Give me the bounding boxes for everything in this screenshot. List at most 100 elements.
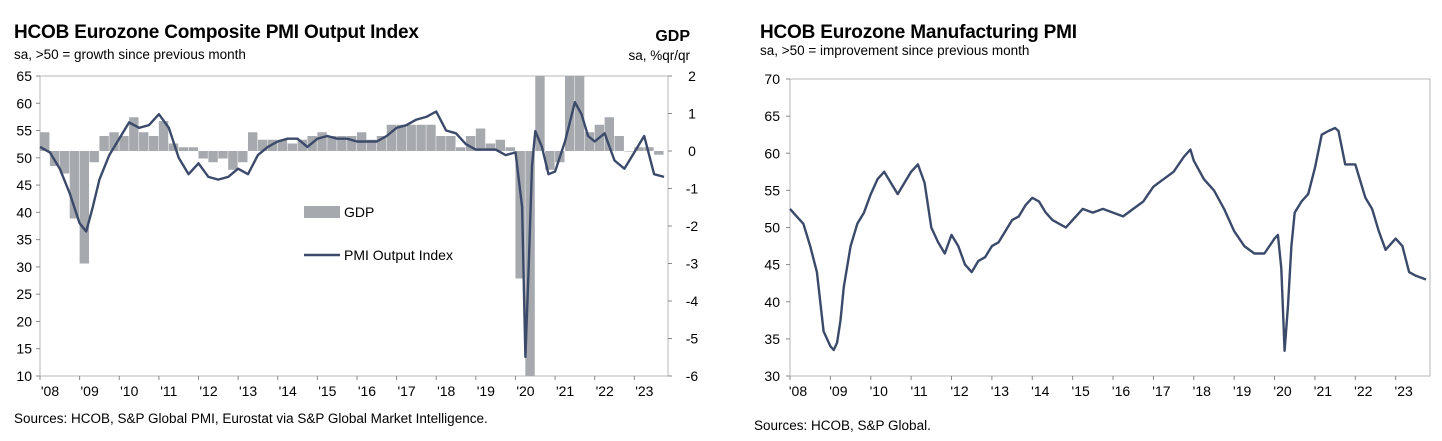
gdp-bar	[366, 139, 377, 151]
legend-gdp-swatch	[304, 206, 340, 218]
gdp-bar	[436, 136, 446, 151]
legend-gdp-label: GDP	[344, 204, 374, 220]
y-tick-label: 70	[764, 71, 780, 87]
y-left-tick-label: 35	[16, 232, 32, 248]
gdp-bar	[198, 151, 208, 159]
manufacturing-pmi-line	[789, 126, 1427, 352]
gdp-bar	[406, 124, 416, 151]
gdp-bar	[456, 147, 466, 151]
x-tick-label: '17	[1152, 383, 1170, 399]
x-tick-label: '20	[1273, 383, 1291, 399]
y-left-tick-label: 50	[16, 150, 32, 166]
gdp-bar	[59, 151, 70, 174]
x-tick-label: '10	[870, 383, 888, 399]
chart-title: HCOB Eurozone Manufacturing PMI	[760, 22, 1077, 43]
gdp-bar	[644, 147, 654, 151]
plot-frame	[789, 78, 1431, 377]
gdp-bar	[634, 147, 644, 151]
x-tick-label: '09	[829, 383, 847, 399]
x-tick-label: '10	[120, 383, 138, 399]
x-tick-label: '09	[80, 383, 98, 399]
x-tick-label: '23	[635, 383, 653, 399]
gdp-bar	[69, 151, 80, 219]
gdp-bar	[148, 136, 159, 151]
gdp-bar	[99, 136, 109, 151]
legend-pmi-label: PMI Output Index	[344, 247, 453, 263]
gdp-bar	[119, 136, 129, 151]
x-tick-label: '22	[596, 383, 614, 399]
gdp-bar	[495, 139, 506, 151]
manufacturing-pmi-chart: 30 35 40 45 50 55 60 65 70 '08 '09 '10 '11 '12 '13 '14 '…	[764, 71, 1431, 399]
y-left-tick-label: 55	[16, 123, 32, 139]
y-right-tick-label: 0	[688, 143, 696, 159]
gdp-bar	[40, 132, 50, 151]
y-tick-label: 60	[764, 145, 780, 161]
gdp-bar	[426, 124, 436, 151]
gdp-axis-title: GDP	[655, 28, 690, 45]
gdp-bar	[139, 132, 149, 151]
gdp-bar	[228, 151, 238, 170]
y-right-tick-label: -2	[686, 218, 699, 234]
x-tick-label: '18	[437, 383, 455, 399]
gdp-bar	[287, 143, 298, 151]
x-tick-label: '16	[1112, 383, 1130, 399]
gdp-bar	[376, 136, 387, 151]
y-left-tick-label: 40	[16, 204, 32, 220]
chart-source: Sources: HCOB, S&P Global.	[754, 418, 931, 433]
gdp-bar	[624, 151, 634, 152]
y-right-tick-label: 1	[688, 106, 696, 122]
x-tick-label: '22	[1354, 383, 1372, 399]
gdp-bar	[347, 136, 357, 151]
gdp-bar	[564, 76, 575, 151]
y-right-tick-label: -6	[686, 368, 699, 384]
gdp-bar	[416, 124, 426, 151]
gdp-bar	[535, 76, 545, 151]
gdp-bar	[89, 151, 99, 163]
y-tick-label: 45	[764, 257, 780, 273]
chart-subtitle: sa, >50 = growth since previous month	[14, 47, 246, 62]
gdp-bar	[654, 151, 664, 155]
y-tick-label: 40	[764, 294, 780, 310]
x-tick-label: '08	[41, 383, 59, 399]
y-right-tick-label: 2	[688, 68, 696, 84]
gdp-bar	[327, 136, 337, 151]
gdp-bar	[109, 132, 119, 151]
x-tick-label: '21	[556, 383, 574, 399]
manufacturing-pmi-panel: HCOB Eurozone Manufacturing PMI sa, >50 …	[726, 0, 1442, 441]
gdp-bar	[277, 139, 288, 151]
gdp-bar	[129, 117, 139, 151]
gdp-bar	[584, 132, 595, 151]
gdp-bar	[178, 147, 189, 151]
composite-pmi-panel: HCOB Eurozone Composite PMI Output Index…	[0, 0, 716, 441]
gdp-bar	[525, 151, 535, 376]
x-tick-label: '14	[279, 383, 297, 399]
gdp-bar	[396, 124, 406, 151]
y-tick-label: 65	[764, 108, 780, 124]
y-left-tick-label: 25	[16, 286, 32, 302]
y-left-tick-label: 60	[16, 95, 32, 111]
gdp-bar	[574, 76, 585, 151]
gdp-bar	[446, 136, 456, 151]
x-tick-label: '16	[358, 383, 376, 399]
x-tick-label: '08	[789, 383, 807, 399]
x-tick-label: '19	[1233, 383, 1251, 399]
chart-title: HCOB Eurozone Composite PMI Output Index	[14, 22, 419, 43]
pmi-output-line	[39, 100, 665, 359]
x-tick-label: '11	[911, 383, 928, 399]
gdp-bar	[158, 121, 169, 151]
x-tick-label: '23	[1395, 383, 1413, 399]
gdp-bar	[208, 151, 218, 163]
x-tick-label: '11	[160, 383, 177, 399]
y-left-tick-label: 65	[16, 68, 32, 84]
y-right-tick-label: -4	[686, 293, 699, 309]
x-tick-label: '13	[991, 383, 1009, 399]
gdp-bar	[485, 143, 496, 151]
x-tick-label: '12	[199, 383, 217, 399]
gdp-bar	[545, 151, 555, 170]
gdp-bar	[238, 151, 248, 163]
y-left-tick-label: 30	[16, 259, 32, 275]
gdp-bar	[505, 147, 515, 151]
x-tick-label: '21	[1314, 383, 1332, 399]
gdp-bar	[297, 139, 307, 151]
x-tick-label: '15	[1072, 383, 1090, 399]
